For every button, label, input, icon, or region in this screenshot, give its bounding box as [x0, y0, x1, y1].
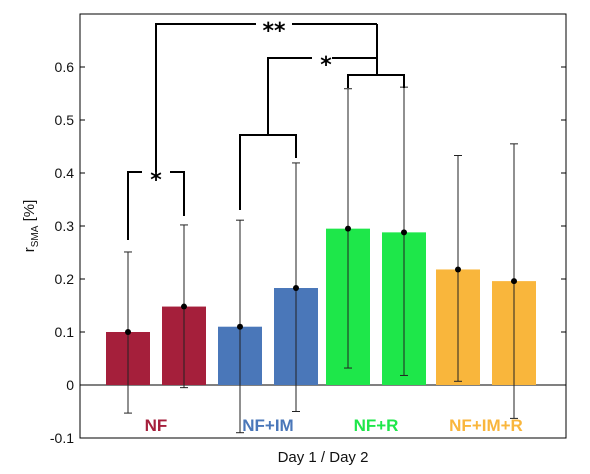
bracket-nf-left — [127, 171, 142, 240]
y-tick-label: -0.1 — [50, 430, 74, 446]
mean-point — [293, 285, 299, 292]
y-axis-label-unit: [%] — [21, 200, 38, 226]
mean-point — [345, 225, 351, 232]
y-tick-label: 0 — [66, 377, 74, 393]
y-tick-label: 0.3 — [55, 218, 75, 234]
mean-point — [511, 278, 517, 285]
bracket-im-r-left — [267, 57, 312, 135]
mean-point — [237, 323, 243, 330]
y-tick-label: 0.6 — [55, 59, 75, 75]
significance-brackets: **** — [127, 19, 405, 240]
mean-point — [125, 329, 131, 335]
y-axis-ticks: -0.1 0 0.1 0.2 0.3 0.4 0.5 0.6 — [50, 59, 566, 446]
plot-area — [79, 13, 567, 439]
y-tick-label: 0.5 — [55, 112, 75, 128]
y-axis-label: rSMA [%] — [21, 200, 41, 253]
bracket-nf-right — [170, 171, 185, 216]
bracket-top-left — [155, 23, 256, 172]
x-axis-label: Day 1 / Day 2 — [278, 449, 369, 466]
significance-top: ** — [262, 19, 286, 44]
y-tick-label: 0.1 — [55, 324, 75, 340]
y-axis-label-main: r — [21, 247, 38, 252]
group-labels: NF NF+IM NF+R NF+IM+R — [145, 416, 523, 435]
mean-point — [455, 266, 461, 273]
group-label: NF+R — [354, 416, 399, 435]
group-label: NF+IM+R — [449, 416, 523, 435]
y-axis-label-subscript: SMA — [30, 225, 41, 247]
group-label: NF — [145, 416, 168, 435]
group-label: NF+IM — [242, 416, 293, 435]
mean-point — [181, 303, 187, 310]
y-tick-label: 0.2 — [55, 271, 75, 287]
significance-nfim-nfr: * — [320, 53, 332, 78]
mean-point — [401, 229, 407, 236]
significance-nf: * — [150, 168, 162, 193]
y-tick-label: 0.4 — [55, 165, 75, 181]
bars — [106, 86, 536, 434]
